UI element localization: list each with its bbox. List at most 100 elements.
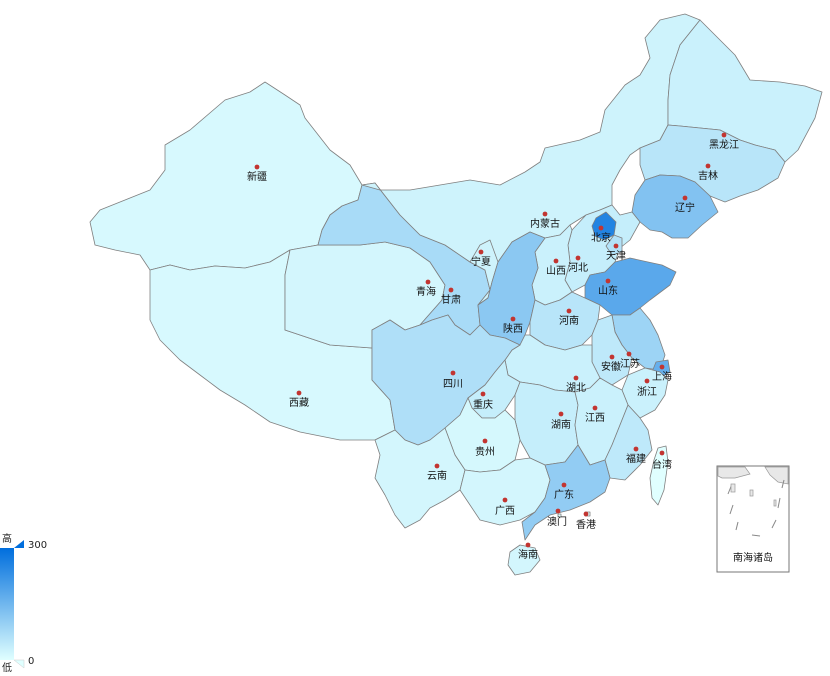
inset-dash: [735, 521, 739, 531]
province-dot: [450, 370, 456, 376]
province-label: 浙江: [637, 386, 657, 398]
province-dot: [609, 354, 615, 360]
marker-qinghai: 青海: [416, 279, 436, 298]
marker-hebei: 河北: [568, 255, 588, 274]
province-shaanxi[interactable]: [477, 231, 546, 346]
province-label: 北京: [591, 231, 611, 244]
province-label: 安徽: [601, 360, 621, 373]
province-yunnan[interactable]: [374, 427, 466, 529]
marker-shanghai: 上海: [652, 364, 672, 383]
province-layer: [89, 13, 823, 576]
province-dot: [425, 279, 431, 285]
province-dot: [448, 287, 454, 293]
inset-dash: [777, 497, 781, 509]
province-label: 黑龙江: [709, 138, 739, 151]
province-dot: [558, 411, 564, 417]
inset-frame: [716, 465, 790, 573]
marker-fujian: 福建: [626, 446, 646, 465]
province-dot: [626, 351, 632, 357]
province-label: 山东: [598, 284, 618, 297]
marker-xizang: 西藏: [289, 390, 309, 409]
province-label: 吉林: [698, 169, 718, 182]
marker-aomen: 澳门: [547, 508, 567, 528]
province-label: 山西: [546, 265, 566, 277]
province-label: 江西: [585, 412, 605, 424]
province-dot: [482, 438, 488, 444]
legend-gradient-bar[interactable]: [0, 548, 14, 660]
province-dot: [480, 391, 486, 397]
province-label: 湖北: [566, 382, 586, 394]
province-label: 江苏: [620, 357, 640, 370]
province-beijing[interactable]: [591, 211, 617, 241]
province-label: 广西: [495, 505, 515, 517]
inset-coast: [717, 466, 751, 479]
inset-island: [730, 483, 736, 493]
marker-hainan: 海南: [518, 542, 538, 561]
legend-low-label: 低: [2, 661, 12, 674]
marker-yunnan: 云南: [427, 463, 447, 482]
marker-hubei: 湖北: [566, 375, 586, 394]
province-dot: [598, 225, 604, 231]
inset-dash: [771, 519, 777, 529]
province-label: 海南: [518, 548, 538, 561]
province-label: 湖南: [551, 418, 571, 431]
marker-jiangsu: 江苏: [620, 351, 640, 370]
province-dot: [644, 378, 650, 384]
province-label: 贵州: [475, 445, 495, 458]
marker-gansu: 甘肃: [441, 287, 461, 306]
province-dot: [542, 211, 548, 217]
province-label: 甘肃: [441, 293, 461, 306]
province-label: 澳门: [547, 515, 567, 528]
province-anhui[interactable]: [591, 314, 633, 386]
marker-guangdong: 广东: [554, 482, 574, 501]
province-guangdong[interactable]: [521, 444, 611, 541]
province-taiwan[interactable]: [649, 445, 669, 506]
province-dot: [633, 446, 639, 452]
province-dot: [682, 195, 688, 201]
marker-xinjiang: 新疆: [247, 164, 267, 183]
marker-chongqing: 重庆: [473, 391, 493, 411]
south-china-sea-inset: 南海诸岛: [716, 465, 790, 573]
province-dot: [592, 405, 598, 411]
province-jilin[interactable]: [639, 124, 786, 203]
marker-ningxia: 宁夏: [471, 249, 491, 268]
province-aomen[interactable]: [557, 513, 562, 518]
province-label: 台湾: [652, 458, 672, 471]
province-hainan[interactable]: [507, 544, 541, 576]
province-dot: [502, 497, 508, 503]
province-dot: [254, 164, 260, 170]
province-label: 陕西: [503, 322, 523, 335]
inset-label: 南海诸岛: [733, 551, 773, 564]
province-dot: [525, 542, 531, 548]
province-label: 天津: [606, 250, 626, 262]
marker-tianjin: 天津: [606, 243, 626, 262]
province-label: 河南: [559, 314, 579, 327]
inset-island: [749, 489, 754, 497]
legend-top-handle[interactable]: [14, 540, 24, 548]
province-dot: [721, 132, 727, 138]
marker-hunan: 湖南: [551, 411, 571, 431]
province-dot: [575, 255, 581, 261]
province-label-layer: 新疆 西藏 青海 甘肃 内蒙古 黑龙江 吉林 辽宁 北京 天津 河北 山西 山东…: [247, 132, 739, 561]
province-dot: [434, 463, 440, 469]
province-label: 广东: [554, 488, 574, 501]
province-label: 上海: [652, 370, 672, 383]
province-dot: [573, 375, 579, 381]
province-label: 辽宁: [675, 201, 695, 214]
province-dot: [605, 278, 611, 284]
marker-taiwan: 台湾: [652, 450, 672, 471]
marker-jiangxi: 江西: [585, 405, 605, 424]
marker-guangxi: 广西: [495, 497, 515, 517]
legend-min-value: 0: [28, 656, 34, 667]
marker-heilongjiang: 黑龙江: [709, 132, 739, 151]
province-dot: [583, 511, 589, 517]
province-label: 河北: [568, 262, 588, 274]
marker-zhejiang: 浙江: [637, 378, 657, 398]
legend-high-label: 高: [2, 532, 12, 545]
province-dot: [555, 508, 561, 514]
marker-shandong: 山东: [598, 278, 618, 297]
province-dot: [296, 390, 302, 396]
marker-shaanxi: 陕西: [503, 316, 523, 335]
province-label: 宁夏: [471, 255, 491, 268]
legend-bottom-handle[interactable]: [13, 659, 25, 669]
